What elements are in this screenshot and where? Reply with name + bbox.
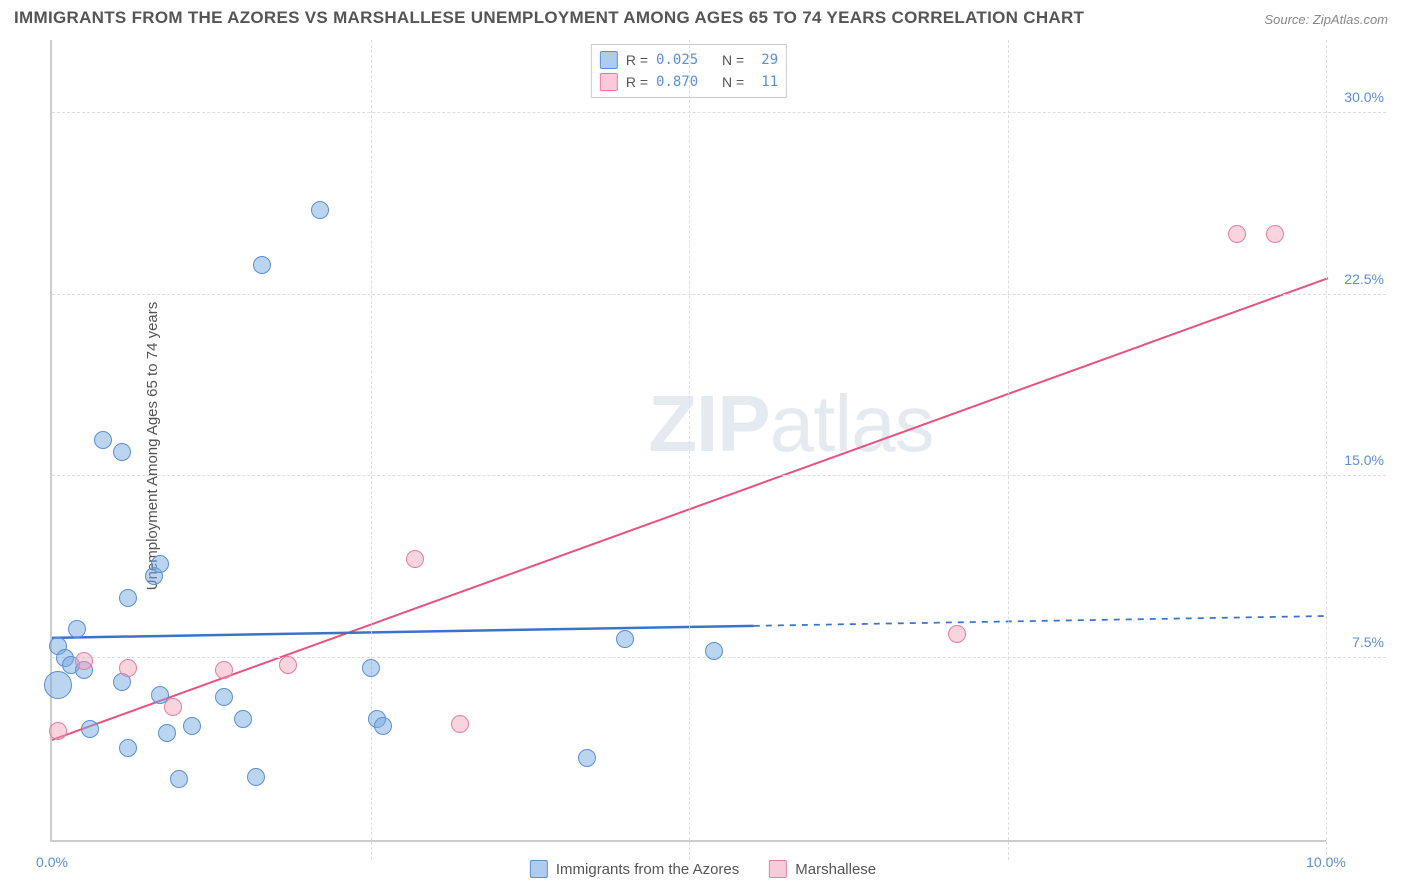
marker-blue <box>94 431 112 449</box>
marker-blue <box>81 720 99 738</box>
marker-blue <box>362 659 380 677</box>
marker-pink <box>75 652 93 670</box>
source-attribution: Source: ZipAtlas.com <box>1264 12 1388 27</box>
marker-pink <box>119 659 137 677</box>
gridline-vertical <box>371 40 372 860</box>
marker-blue <box>234 710 252 728</box>
legend-item-pink: Marshallese <box>769 860 876 878</box>
gridline-vertical <box>1326 40 1327 860</box>
marker-blue <box>183 717 201 735</box>
marker-pink <box>1228 225 1246 243</box>
y-tick-label: 15.0% <box>1344 452 1384 468</box>
marker-blue <box>119 589 137 607</box>
legend-label-pink: Marshallese <box>795 861 876 878</box>
legend-swatch-pink <box>600 73 618 91</box>
marker-pink <box>215 661 233 679</box>
trendline-blue <box>52 626 754 638</box>
r-value-pink: 0.870 <box>656 71 698 93</box>
marker-blue <box>44 671 72 699</box>
r-label: R = <box>626 71 648 93</box>
marker-blue <box>253 256 271 274</box>
marker-pink <box>451 715 469 733</box>
n-label: N = <box>722 71 744 93</box>
marker-blue <box>170 770 188 788</box>
marker-blue <box>119 739 137 757</box>
legend-swatch-blue <box>600 51 618 69</box>
r-label: R = <box>626 49 648 71</box>
legend-swatch-pink <box>769 860 787 878</box>
y-tick-label: 30.0% <box>1344 89 1384 105</box>
n-label: N = <box>722 49 744 71</box>
series-legend: Immigrants from the Azores Marshallese <box>530 860 876 878</box>
gridline-vertical <box>1008 40 1009 860</box>
marker-blue <box>151 555 169 573</box>
marker-blue <box>578 749 596 767</box>
marker-pink <box>49 722 67 740</box>
marker-pink <box>164 698 182 716</box>
legend-swatch-blue <box>530 860 548 878</box>
marker-blue <box>68 620 86 638</box>
gridline-horizontal <box>52 475 1386 476</box>
marker-blue <box>158 724 176 742</box>
marker-pink <box>1266 225 1284 243</box>
n-value-pink: 11 <box>752 71 778 93</box>
x-tick-label: 10.0% <box>1306 854 1346 870</box>
y-tick-label: 22.5% <box>1344 271 1384 287</box>
marker-blue <box>215 688 233 706</box>
legend-item-blue: Immigrants from the Azores <box>530 860 739 878</box>
marker-pink <box>279 656 297 674</box>
marker-blue <box>705 642 723 660</box>
gridline-horizontal <box>52 112 1386 113</box>
trendline-blue-extrapolated <box>754 616 1328 626</box>
n-value-blue: 29 <box>752 49 778 71</box>
gridline-vertical <box>689 40 690 860</box>
marker-blue <box>374 717 392 735</box>
y-tick-label: 7.5% <box>1352 634 1384 650</box>
trendline-pink <box>52 278 1328 740</box>
x-tick-label: 0.0% <box>36 854 68 870</box>
gridline-horizontal <box>52 294 1386 295</box>
chart-container: IMMIGRANTS FROM THE AZORES VS MARSHALLES… <box>0 0 1406 892</box>
marker-pink <box>406 550 424 568</box>
chart-title: IMMIGRANTS FROM THE AZORES VS MARSHALLES… <box>14 8 1084 28</box>
plot-area: ZIPatlas R = 0.025 N = 29 R = 0.870 N = … <box>50 40 1326 842</box>
legend-label-blue: Immigrants from the Azores <box>556 861 739 878</box>
marker-blue <box>616 630 634 648</box>
marker-blue <box>113 443 131 461</box>
marker-pink <box>948 625 966 643</box>
marker-blue <box>311 201 329 219</box>
marker-blue <box>247 768 265 786</box>
r-value-blue: 0.025 <box>656 49 698 71</box>
